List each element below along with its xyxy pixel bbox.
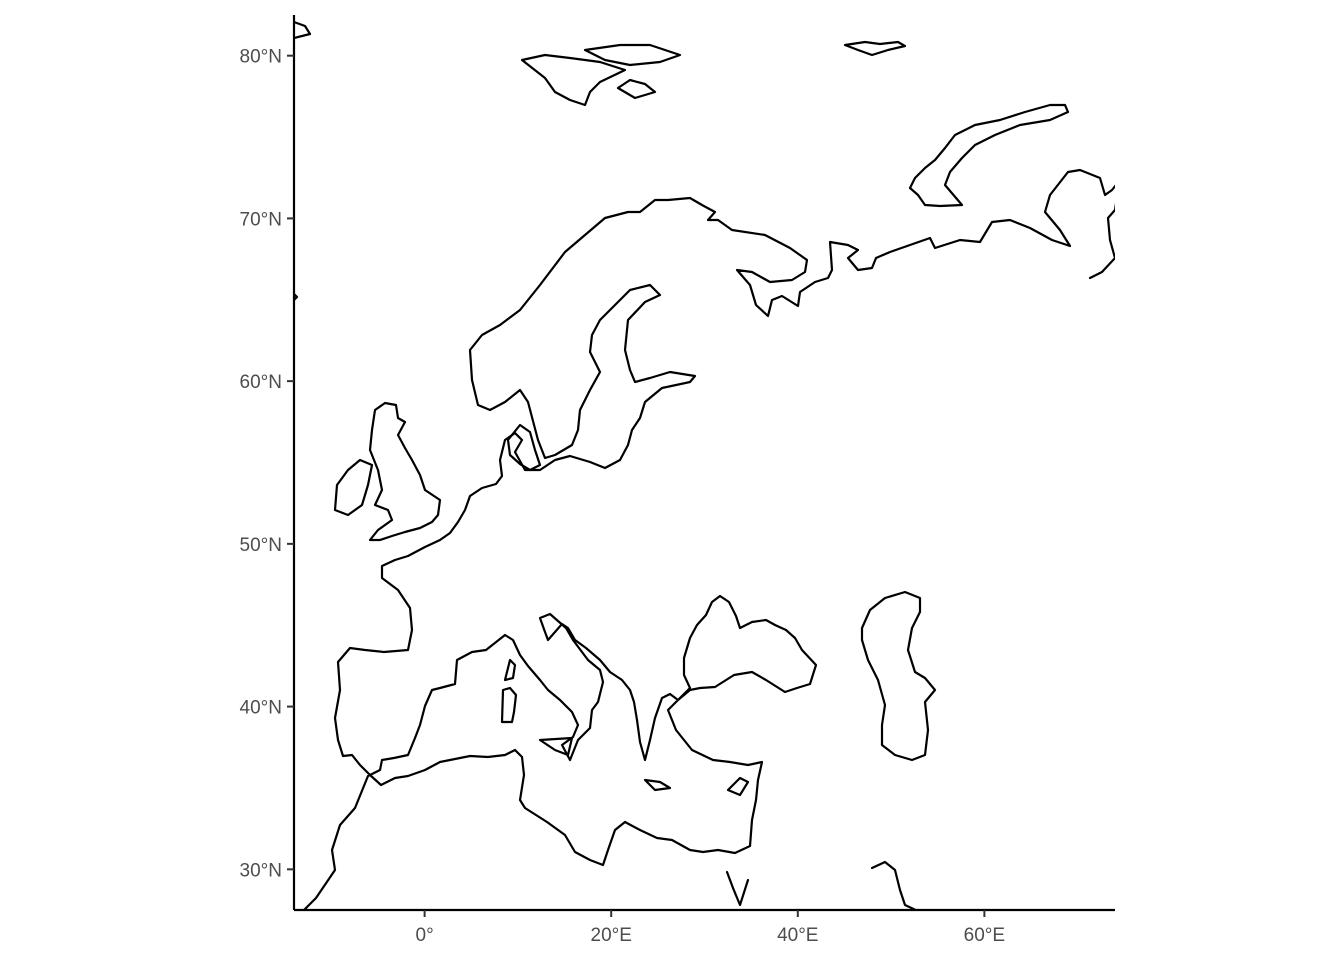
y-tick-label: 70°N [240,209,282,230]
sardinia-coastline [500,686,518,724]
persian-gulf-coastline [870,860,919,910]
map-panel [294,20,1115,910]
great-britain-coastline [368,401,442,542]
sicily-coastline [538,736,574,757]
y-tick-label: 50°N [240,535,282,556]
levant-coastline [725,870,750,907]
cyprus-coastline [726,776,750,797]
axes [292,15,1115,912]
denmark-coastline [506,423,542,472]
franz-josef-land-coastline [843,40,907,57]
y-tick-label: 60°N [240,372,282,393]
y-tick-label: 80°N [240,47,282,68]
caspian-sea-coastline [860,590,937,762]
iceland-fragment [294,20,312,40]
novaya-zemlya-coastline [908,103,1070,208]
europe-coastline [302,168,1115,910]
svalbard-south-coastline [616,78,657,100]
crete-coastline [643,778,672,792]
svalbard-coastline [520,53,627,107]
x-axis-ticks: 0° 20°E 40°E 60°E [416,910,1005,946]
x-tick-label: 20°E [591,925,632,946]
x-tick-label: 60°E [964,925,1005,946]
x-tick-label: 40°E [777,925,818,946]
ireland-coastline [333,458,374,517]
y-axis-ticks: 30°N 40°N 50°N 60°N 70°N 80°N [240,47,294,881]
y-tick-label: 40°N [240,698,282,719]
corsica-coastline [503,658,517,682]
svalbard-east-coastline [583,43,682,67]
x-tick-label: 0° [416,925,434,946]
yamal-coastline [1088,202,1115,280]
y-tick-label: 30°N [240,860,282,881]
